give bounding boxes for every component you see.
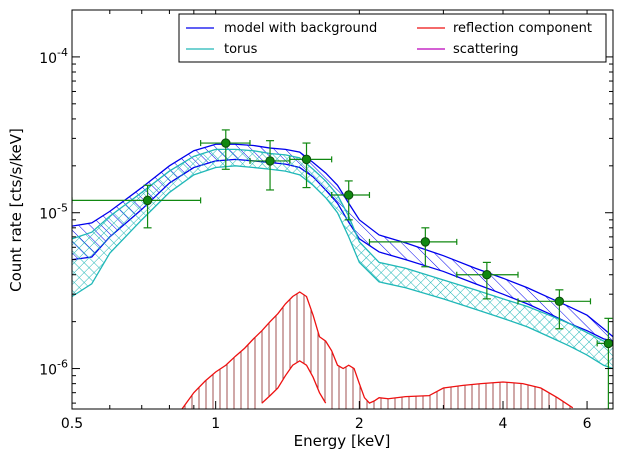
data-point-6: [368, 227, 458, 268]
data-marker: [420, 237, 431, 247]
x-tick-label: 4: [499, 416, 508, 432]
x-tick-label: 6: [583, 416, 592, 432]
legend-entry-model: model with background: [186, 21, 377, 36]
data-marker: [603, 338, 613, 349]
x-axis-title: Energy [keV]: [294, 432, 391, 450]
legend-label-scattering: scattering: [453, 42, 519, 57]
legend-box: [178, 13, 607, 63]
y-tick-label: 10-4: [39, 46, 68, 67]
y-tick-mantissa: 10: [39, 51, 57, 67]
data-marker: [482, 270, 492, 280]
data-marker: [221, 138, 231, 148]
band-lower-reflection-component: [261, 360, 327, 404]
legend-entry-scattering: scattering: [417, 42, 519, 57]
x-tick-label: 2: [355, 416, 364, 432]
data-point-7: [456, 261, 519, 300]
legend-label-torus: torus: [224, 42, 258, 57]
band-upper-model-with-background: [72, 143, 613, 338]
legend: model with background torus reflection c…: [178, 13, 607, 63]
legend-label-model: model with background: [224, 21, 377, 36]
x-tick-label: 0.5: [61, 416, 83, 432]
y-tick-mantissa: 10: [39, 207, 57, 223]
y-tick-label: 10-5: [39, 202, 68, 223]
plot-frame: [71, 9, 614, 410]
data-point-5: [331, 180, 371, 221]
data-marker: [301, 154, 312, 165]
data-point-8: [517, 289, 592, 330]
band-upper-reflection-component: [181, 291, 574, 409]
axes: 0.5 1 2 4 610-610-510-4: [39, 10, 613, 432]
data-point-2: [200, 129, 251, 170]
x-tick-label: 1: [211, 416, 220, 432]
y-tick-mantissa: 10: [39, 363, 57, 379]
data-point-4: [289, 142, 333, 189]
band-fill-reflection-component: [181, 291, 573, 409]
legend-entry-reflection: reflection component: [417, 21, 592, 36]
y-tick-label: 10-6: [39, 358, 68, 379]
legend-entry-torus: torus: [186, 42, 258, 57]
data-marker: [142, 195, 153, 206]
model-bands: [72, 143, 613, 409]
y-tick-exponent: -6: [57, 358, 68, 371]
data-point-1: [72, 184, 202, 229]
y-tick-exponent: -5: [57, 202, 68, 215]
band-upper-torus: [72, 148, 613, 347]
data-marker: [344, 190, 354, 200]
band-lower-torus: [72, 165, 613, 370]
y-tick-exponent: -4: [57, 46, 68, 59]
y-axis-title: Count rate [cts/s/keV]: [7, 128, 25, 292]
data-marker: [265, 156, 275, 166]
legend-label-reflection: reflection component: [453, 21, 592, 36]
data-marker: [554, 296, 565, 307]
